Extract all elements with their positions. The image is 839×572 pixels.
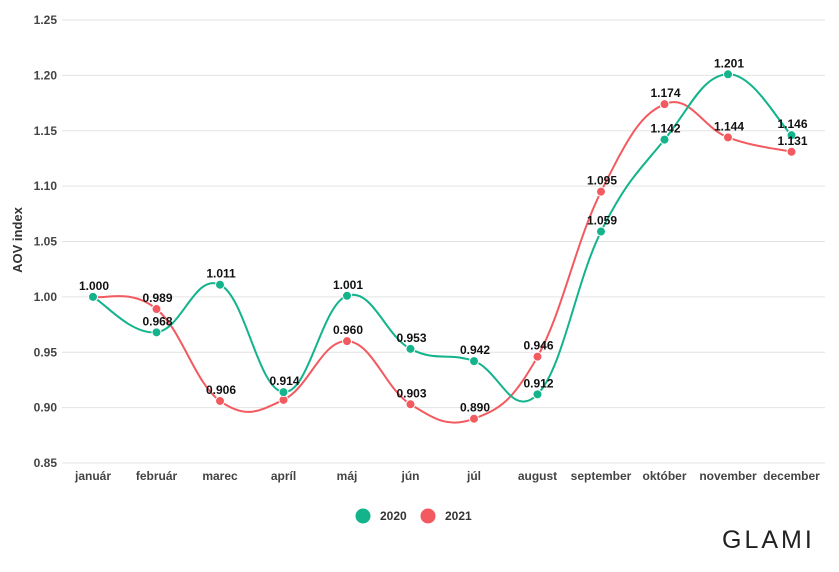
data-labels: 0.968 1.011 0.914 1.001 0.953 0.942 0.912 1.059… bbox=[79, 56, 808, 414]
x-tick-label: február bbox=[136, 469, 178, 483]
data-point-2020[interactable] bbox=[596, 226, 606, 237]
data-point-2020[interactable] bbox=[723, 69, 733, 80]
x-tick-label: apríl bbox=[271, 469, 296, 483]
data-label-2020: 0.914 bbox=[269, 374, 299, 388]
data-point-2020[interactable] bbox=[342, 290, 352, 301]
data-label-2021: 1.131 bbox=[777, 134, 807, 148]
data-point-2021[interactable] bbox=[215, 395, 225, 406]
legend: 2020 2021 bbox=[355, 508, 472, 524]
data-label-2021: 0.989 bbox=[142, 291, 172, 305]
data-label-2020: 1.011 bbox=[206, 267, 236, 281]
y-axis-ticks: 0.85 0.90 0.95 1.00 1.05 1.10 1.15 1.20 1.25 bbox=[34, 13, 58, 470]
x-axis-ticks: január február marec apríl máj jún júl august se… bbox=[74, 469, 820, 483]
data-label-2020: 1.001 bbox=[333, 278, 363, 292]
x-tick-label: november bbox=[699, 469, 757, 483]
x-tick-label: júl bbox=[466, 469, 481, 483]
data-label-2020: 0.968 bbox=[142, 314, 172, 328]
y-tick-label: 0.95 bbox=[34, 345, 58, 359]
y-tick-label: 0.90 bbox=[34, 401, 58, 415]
data-point-2021[interactable] bbox=[596, 186, 606, 197]
y-tick-label: 1.10 bbox=[34, 179, 58, 193]
data-label-2020: 1.201 bbox=[714, 56, 744, 70]
data-point-2020[interactable] bbox=[215, 279, 225, 290]
y-tick-label: 1.20 bbox=[34, 68, 58, 82]
data-point-2021[interactable] bbox=[405, 399, 416, 410]
data-point-2020[interactable] bbox=[151, 327, 162, 338]
y-tick-label: 1.15 bbox=[34, 124, 58, 138]
data-point-2020[interactable] bbox=[405, 343, 416, 354]
y-axis-label: AOV index bbox=[10, 206, 25, 273]
data-label-2021: 1.000 bbox=[79, 279, 109, 293]
data-label-2020: 0.912 bbox=[523, 376, 553, 390]
data-label-2021: 1.144 bbox=[714, 119, 744, 133]
legend-marker-2020[interactable] bbox=[355, 508, 371, 524]
data-point-2020[interactable] bbox=[786, 130, 797, 141]
data-label-2020: 0.953 bbox=[396, 331, 426, 345]
x-tick-label: december bbox=[763, 469, 820, 483]
data-label-2021: 0.946 bbox=[523, 339, 553, 353]
x-tick-label: máj bbox=[337, 469, 358, 483]
data-point-2021[interactable] bbox=[786, 146, 797, 157]
data-point-2021[interactable] bbox=[659, 99, 670, 110]
y-tick-label: 0.85 bbox=[34, 456, 58, 470]
x-tick-label: marec bbox=[202, 469, 238, 483]
y-tick-label: 1.25 bbox=[34, 13, 58, 27]
data-label-2021: 0.890 bbox=[460, 401, 490, 415]
legend-label-2021[interactable]: 2021 bbox=[445, 509, 472, 523]
data-point-2020[interactable] bbox=[469, 356, 479, 367]
x-tick-label: január bbox=[74, 469, 111, 483]
data-label-2021: 0.903 bbox=[396, 386, 426, 400]
data-label-2021: 0.906 bbox=[206, 383, 236, 397]
series-group bbox=[88, 69, 797, 424]
y-tick-label: 1.00 bbox=[34, 290, 58, 304]
x-tick-label: august bbox=[518, 469, 557, 483]
data-label-2020: 1.142 bbox=[650, 122, 680, 136]
grid-lines bbox=[62, 19, 825, 464]
x-tick-label: september bbox=[571, 469, 632, 483]
data-label-2020: 1.059 bbox=[587, 214, 617, 228]
data-point-2020[interactable] bbox=[88, 291, 98, 302]
data-point-2021[interactable] bbox=[342, 336, 352, 347]
x-tick-label: jún bbox=[401, 469, 420, 483]
data-point-2021[interactable] bbox=[469, 413, 479, 424]
glami-logo: GLAMI bbox=[722, 526, 815, 554]
data-label-2021: 1.095 bbox=[587, 174, 617, 188]
legend-label-2020[interactable]: 2020 bbox=[380, 509, 407, 523]
data-point-2020[interactable] bbox=[278, 387, 289, 398]
series-line-2021 bbox=[92, 101, 792, 424]
data-label-2021: 1.174 bbox=[650, 86, 680, 100]
legend-marker-2021[interactable] bbox=[420, 508, 436, 524]
data-label-2020: 1.146 bbox=[777, 117, 807, 131]
data-point-2021[interactable] bbox=[532, 351, 543, 362]
data-point-2021[interactable] bbox=[723, 132, 733, 143]
data-point-2021[interactable] bbox=[151, 304, 162, 315]
data-point-2020[interactable] bbox=[532, 389, 543, 400]
y-tick-label: 1.05 bbox=[34, 235, 58, 249]
data-point-2020[interactable] bbox=[659, 134, 670, 145]
data-label-2020: 0.942 bbox=[460, 343, 490, 357]
data-label-2021: 0.960 bbox=[333, 323, 363, 337]
x-tick-label: október bbox=[642, 469, 686, 483]
